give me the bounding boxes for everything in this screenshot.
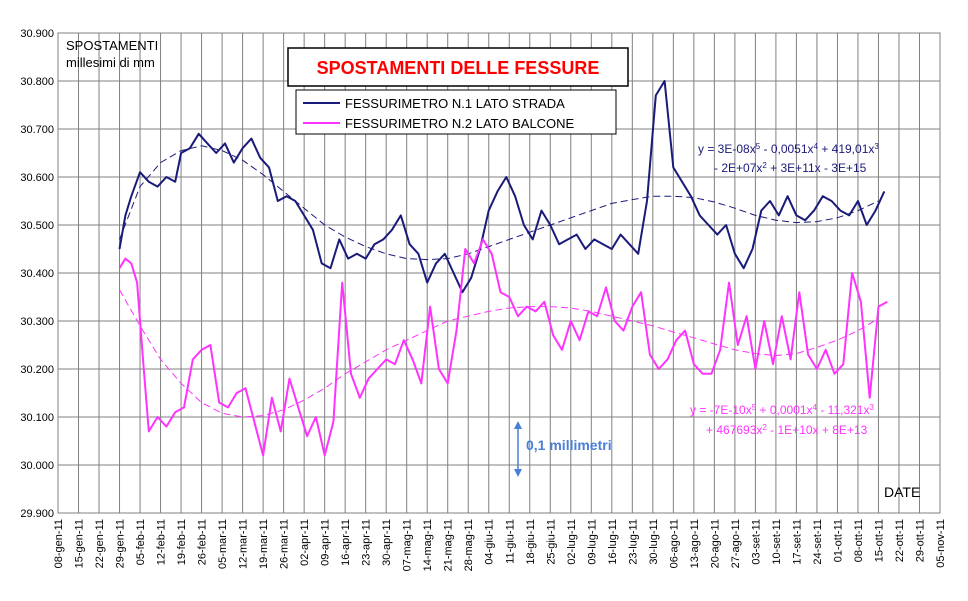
y-tick-label: 30.900 bbox=[20, 28, 54, 40]
scale-marker bbox=[514, 421, 522, 477]
x-tick-label: 09-apr-11 bbox=[320, 519, 332, 566]
trendline-2 bbox=[119, 289, 879, 418]
x-tick-label: 26-mar-11 bbox=[279, 519, 291, 569]
x-tick-label: 23-apr-11 bbox=[361, 519, 373, 566]
legend-label-series2: FESSURIMETRO N.2 LATO BALCONE bbox=[345, 116, 575, 131]
title-box bbox=[287, 47, 629, 87]
y-axis-label-line2: millesimi di mm bbox=[66, 55, 155, 70]
trendline-equation-2-line1: y = -7E-10x5 + 0,0001x4 - 11,321x3 bbox=[690, 403, 874, 418]
x-tick-label: 05-nov-11 bbox=[935, 519, 947, 568]
plot-area-border bbox=[57, 32, 941, 514]
trendline-1 bbox=[119, 145, 879, 261]
x-tick-label: 10-set-11 bbox=[771, 519, 783, 565]
x-tick-label: 25-giu-11 bbox=[545, 519, 557, 565]
x-tick-label: 19-feb-11 bbox=[176, 519, 188, 565]
x-tick-label: 16-apr-11 bbox=[340, 519, 352, 566]
x-tick-label: 20-ago-11 bbox=[709, 519, 721, 568]
x-tick-label: 26-feb-11 bbox=[197, 519, 209, 565]
x-tick-label: 13-ago-11 bbox=[689, 519, 701, 568]
trendlines bbox=[119, 145, 879, 418]
x-tick-label: 16-lug-11 bbox=[607, 519, 619, 565]
trendline-equation-2-line2: + 467693x2 - 1E+10x + 8E+13 bbox=[706, 423, 868, 438]
y-tick-label: 30.500 bbox=[20, 220, 54, 232]
y-tick-label: 30.600 bbox=[20, 172, 54, 184]
x-tick-label: 06-ago-11 bbox=[668, 519, 680, 568]
x-tick-label: 05-mar-11 bbox=[217, 519, 229, 569]
x-tick-label: 03-set-11 bbox=[750, 519, 762, 565]
y-tick-label: 30.800 bbox=[20, 76, 54, 88]
x-tick-label: 24-set-11 bbox=[812, 519, 824, 565]
x-tick-label: 15-gen-11 bbox=[74, 519, 86, 568]
x-tick-label: 28-mag-11 bbox=[463, 519, 475, 571]
x-tick-label: 29-ott-11 bbox=[914, 519, 926, 562]
x-tick-label: 30-lug-11 bbox=[648, 519, 660, 565]
x-tick-label: 04-giu-11 bbox=[484, 519, 496, 565]
y-axis-ticks: 29.900 30.000 30.100 30.200 30.300 30.400 30.5… bbox=[20, 28, 54, 520]
x-tick-label: 12-feb-11 bbox=[156, 519, 168, 565]
x-tick-label: 22-ott-11 bbox=[894, 519, 906, 562]
x-tick-label: 21-mag-11 bbox=[443, 519, 455, 571]
x-tick-label: 22-gen-11 bbox=[94, 519, 106, 568]
x-axis-label: DATE bbox=[884, 484, 920, 500]
x-tick-label: 14-mag-11 bbox=[422, 519, 434, 571]
x-tick-label: 08-ott-11 bbox=[853, 519, 865, 562]
y-tick-label: 30.700 bbox=[20, 124, 54, 136]
x-tick-label: 27-ago-11 bbox=[730, 519, 742, 568]
y-tick-label: 30.100 bbox=[20, 412, 54, 424]
chart-title: SPOSTAMENTI DELLE FESSURE bbox=[317, 58, 600, 78]
y-tick-label: 30.000 bbox=[20, 460, 54, 472]
scale-marker-label: 0,1 millimetri bbox=[526, 437, 612, 453]
x-tick-label: 02-lug-11 bbox=[566, 519, 578, 565]
data-series bbox=[118, 80, 888, 457]
x-tick-label: 01-ott-11 bbox=[832, 519, 844, 562]
x-tick-label: 02-apr-11 bbox=[299, 519, 311, 566]
x-tick-label: 18-giu-11 bbox=[525, 519, 537, 565]
x-tick-label: 11-giu-11 bbox=[504, 519, 516, 564]
x-tick-label: 15-ott-11 bbox=[873, 519, 885, 562]
series-line-1 bbox=[118, 80, 886, 294]
x-axis-ticks: 08-gen-11 15-gen-11 22-gen-11 29-gen-11 05-f… bbox=[53, 519, 947, 571]
x-tick-label: 19-mar-11 bbox=[258, 519, 270, 569]
y-tick-label: 30.200 bbox=[20, 364, 54, 376]
trendline-equations: y = 3E-08x5 - 0,0051x4 + 419,01x3 - 2E+07… bbox=[690, 142, 879, 438]
series-line-2 bbox=[118, 238, 888, 457]
legend-label-series1: FESSURIMETRO N.1 LATO STRADA bbox=[345, 96, 565, 111]
x-tick-label: 17-set-11 bbox=[791, 519, 803, 565]
x-tick-label: 08-gen-11 bbox=[53, 519, 65, 568]
y-tick-label: 29.900 bbox=[20, 508, 54, 520]
y-axis-label-line1: SPOSTAMENTI bbox=[66, 38, 158, 53]
x-tick-label: 29-gen-11 bbox=[115, 519, 127, 568]
x-tick-label: 07-mag-11 bbox=[402, 519, 414, 571]
trendline-equation-1-line2: - 2E+07x2 + 3E+11x - 3E+15 bbox=[714, 161, 867, 176]
x-tick-label: 23-lug-11 bbox=[627, 519, 639, 565]
y-tick-label: 30.300 bbox=[20, 316, 54, 328]
trendline-equation-1-line1: y = 3E-08x5 - 0,0051x4 + 419,01x3 bbox=[698, 142, 879, 157]
x-tick-label: 30-apr-11 bbox=[381, 519, 393, 566]
x-tick-label: 09-lug-11 bbox=[586, 519, 598, 565]
x-tick-label: 12-mar-11 bbox=[238, 519, 250, 569]
x-tick-label: 05-feb-11 bbox=[135, 519, 147, 565]
y-tick-label: 30.400 bbox=[20, 268, 54, 280]
legend bbox=[295, 89, 617, 135]
